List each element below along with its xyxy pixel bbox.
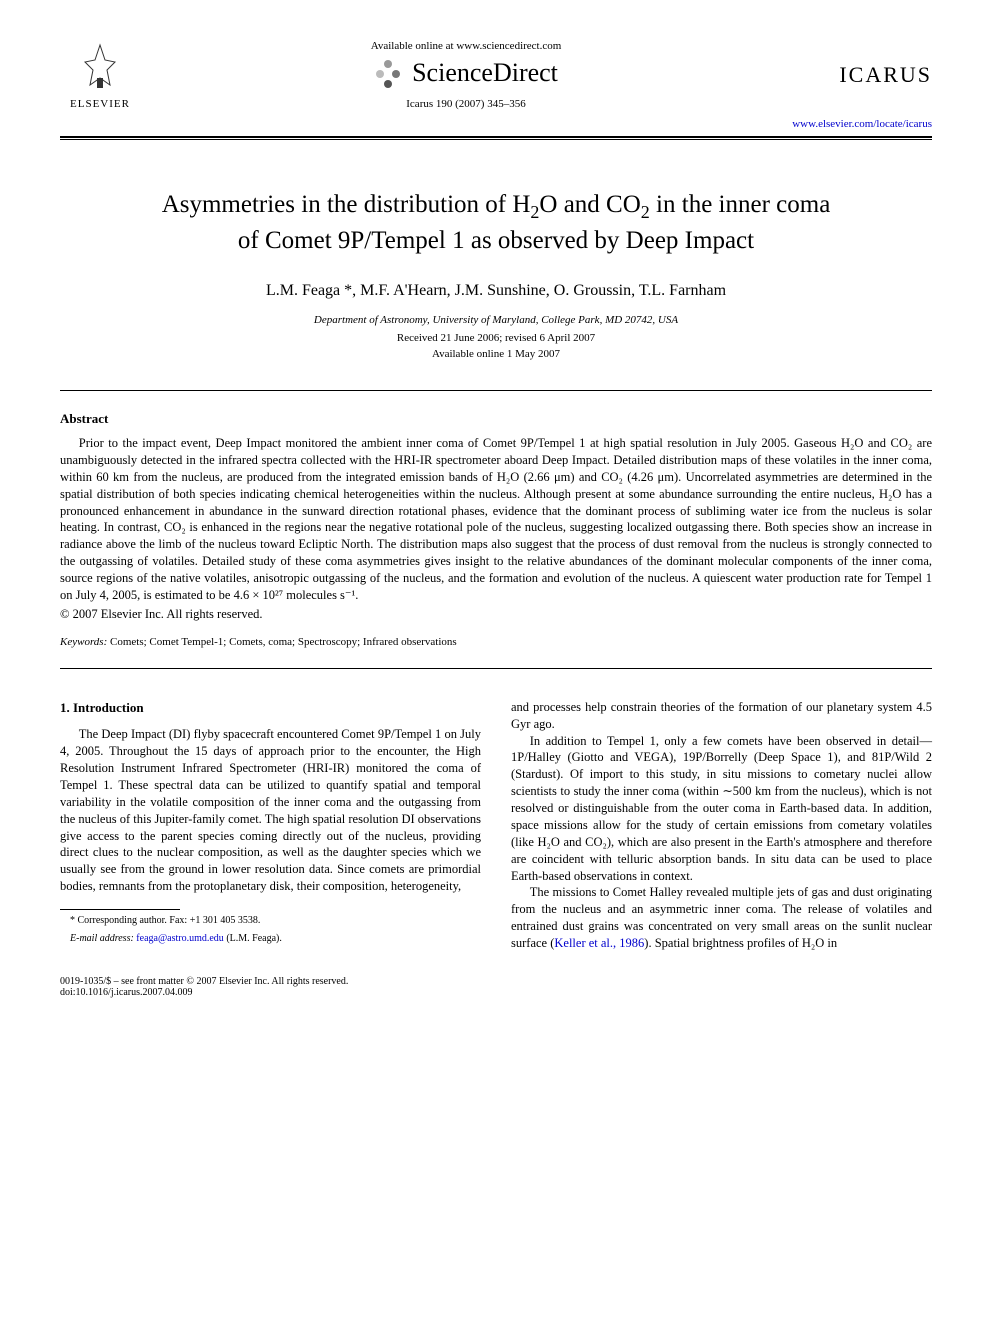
- corresponding-author-note: * Corresponding author. Fax: +1 301 405 …: [60, 914, 481, 928]
- p3-text-b: ). Spatial brightness profiles of H₂O in: [644, 936, 837, 950]
- journal-url-link[interactable]: www.elsevier.com/locate/icarus: [60, 118, 932, 130]
- sciencedirect-logo: ScienceDirect: [140, 58, 792, 88]
- left-column: 1. Introduction The Deep Impact (DI) fly…: [60, 699, 481, 952]
- abstract-body: Prior to the impact event, Deep Impact m…: [60, 435, 932, 604]
- keywords-values: Comets; Comet Tempel-1; Comets, coma; Sp…: [110, 636, 457, 648]
- journal-name-box: ICARUS: [792, 62, 932, 88]
- sciencedirect-dots-icon: [374, 58, 404, 88]
- footnote-divider: [60, 909, 180, 910]
- affiliation: Department of Astronomy, University of M…: [60, 314, 932, 326]
- header-divider: [60, 136, 932, 140]
- available-online-text: Available online at www.sciencedirect.co…: [140, 40, 792, 52]
- section-1-heading: 1. Introduction: [60, 699, 481, 717]
- publisher-name: ELSEVIER: [60, 98, 140, 110]
- keywords-label: Keywords:: [60, 636, 107, 648]
- footer-left: 0019-1035/$ – see front matter © 2007 El…: [60, 976, 348, 998]
- title-part-2: O and CO: [539, 191, 640, 218]
- keywords-line: Keywords: Comets; Comet Tempel-1; Comets…: [60, 636, 932, 648]
- copyright-line: © 2007 Elsevier Inc. All rights reserved…: [60, 607, 932, 622]
- available-online-date: Available online 1 May 2007: [60, 348, 932, 360]
- doi-line: doi:10.1016/j.icarus.2007.04.009: [60, 987, 348, 998]
- email-label: E-mail address:: [70, 933, 134, 944]
- title-sub-2: 2: [641, 202, 650, 222]
- title-part-4: of Comet 9P/Tempel 1 as observed by Deep…: [238, 227, 754, 254]
- article-title: Asymmetries in the distribution of H 2O a…: [60, 188, 932, 258]
- email-suffix: (L.M. Feaga).: [224, 933, 282, 944]
- abstract-heading: Abstract: [60, 411, 932, 427]
- title-part-3: in the inner coma: [650, 191, 831, 218]
- intro-paragraph-1-cont: and processes help constrain theories of…: [511, 699, 932, 733]
- sciencedirect-text: ScienceDirect: [412, 58, 558, 88]
- journal-reference: Icarus 190 (2007) 345–356: [140, 98, 792, 110]
- intro-paragraph-2: In addition to Tempel 1, only a few come…: [511, 733, 932, 885]
- email-link[interactable]: feaga@astro.umd.edu: [136, 933, 224, 944]
- front-matter-line: 0019-1035/$ – see front matter © 2007 El…: [60, 976, 348, 987]
- abstract-bottom-divider: [60, 668, 932, 669]
- citation-keller-1986[interactable]: Keller et al., 1986: [554, 936, 644, 950]
- center-header: Available online at www.sciencedirect.co…: [140, 40, 792, 110]
- page-footer: 0019-1035/$ – see front matter © 2007 El…: [60, 976, 932, 998]
- elsevier-tree-icon: [60, 40, 140, 96]
- intro-paragraph-3: The missions to Comet Halley revealed mu…: [511, 884, 932, 952]
- abstract-top-divider: [60, 390, 932, 391]
- journal-header: ELSEVIER Available online at www.science…: [60, 40, 932, 110]
- elsevier-logo: ELSEVIER: [60, 40, 140, 110]
- title-part-1: Asymmetries in the distribution of H: [162, 191, 531, 218]
- right-column: and processes help constrain theories of…: [511, 699, 932, 952]
- intro-paragraph-1: The Deep Impact (DI) flyby spacecraft en…: [60, 726, 481, 895]
- email-footnote: E-mail address: feaga@astro.umd.edu (L.M…: [60, 932, 481, 946]
- received-dates: Received 21 June 2006; revised 6 April 2…: [60, 332, 932, 344]
- journal-name: ICARUS: [792, 62, 932, 88]
- body-columns: 1. Introduction The Deep Impact (DI) fly…: [60, 699, 932, 952]
- authors-list: L.M. Feaga *, M.F. A'Hearn, J.M. Sunshin…: [60, 282, 932, 300]
